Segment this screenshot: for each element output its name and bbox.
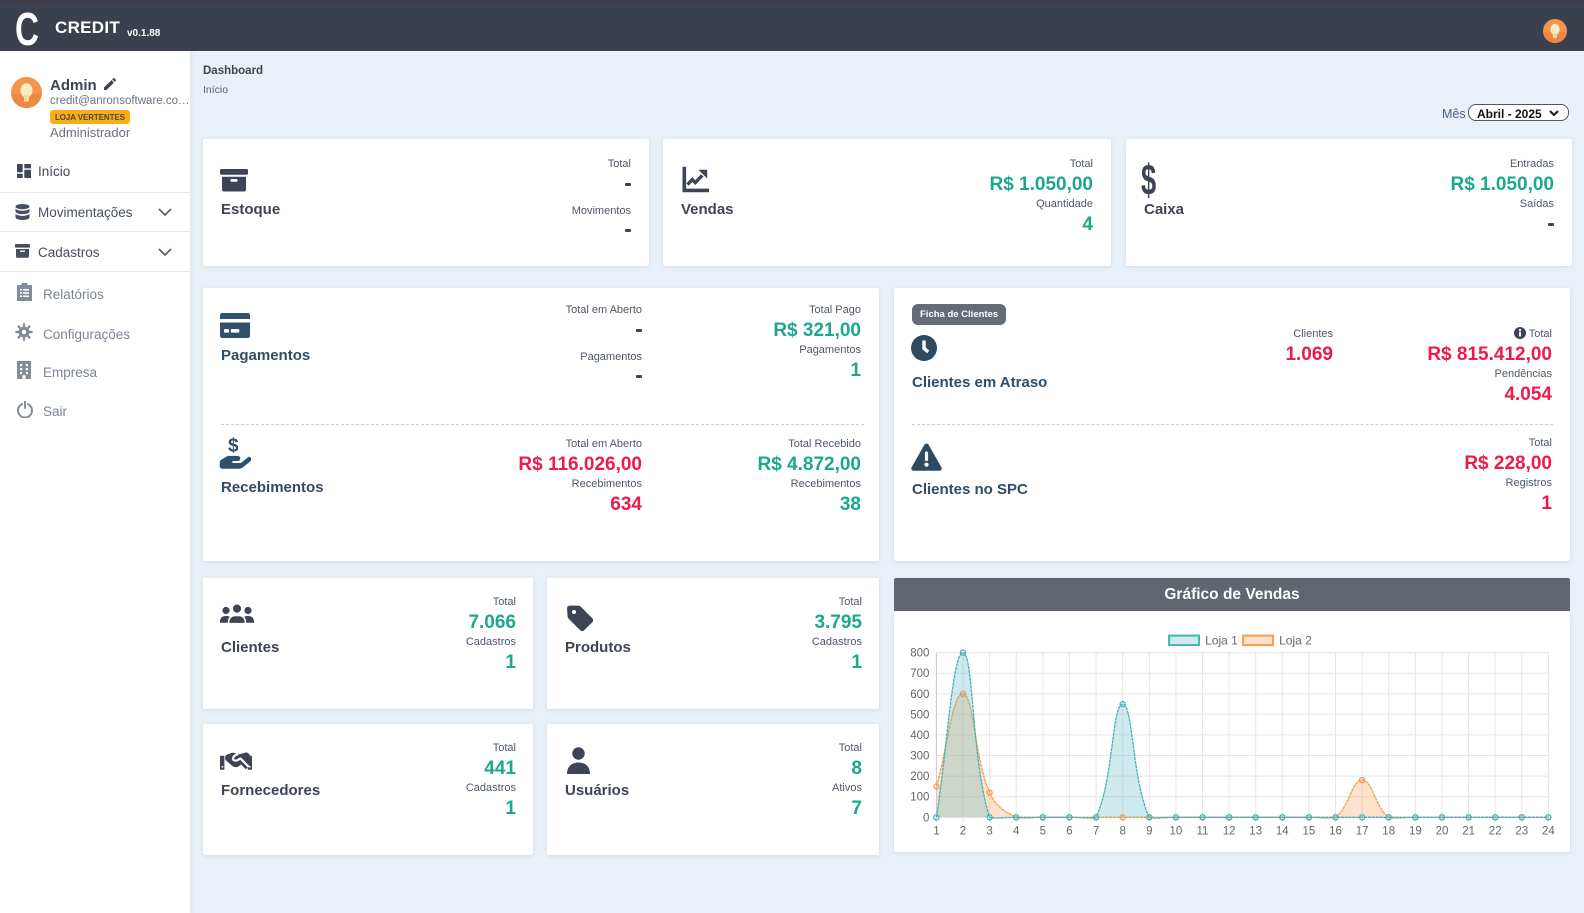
- svg-text:200: 200: [910, 771, 929, 783]
- svg-text:800: 800: [910, 648, 929, 660]
- svg-text:$: $: [228, 436, 239, 457]
- svg-text:9: 9: [1146, 825, 1152, 837]
- svg-text:22: 22: [1489, 825, 1502, 837]
- svg-text:18: 18: [1382, 825, 1395, 837]
- svg-text:21: 21: [1462, 825, 1475, 837]
- svg-text:Loja 2: Loja 2: [1279, 634, 1312, 648]
- svg-text:5: 5: [1040, 825, 1046, 837]
- svg-text:15: 15: [1303, 825, 1316, 837]
- svg-text:600: 600: [910, 689, 929, 701]
- svg-text:16: 16: [1329, 825, 1342, 837]
- svg-text:17: 17: [1356, 825, 1369, 837]
- svg-text:11: 11: [1197, 825, 1209, 837]
- svg-text:400: 400: [910, 730, 929, 742]
- svg-text:3: 3: [986, 825, 992, 837]
- svg-text:14: 14: [1276, 825, 1289, 837]
- svg-text:0: 0: [923, 812, 929, 824]
- svg-text:12: 12: [1223, 825, 1236, 837]
- svg-text:Loja 1: Loja 1: [1205, 634, 1238, 648]
- svg-text:7: 7: [1093, 825, 1099, 837]
- svg-text:100: 100: [910, 792, 929, 804]
- svg-text:13: 13: [1249, 825, 1262, 837]
- svg-text:20: 20: [1436, 825, 1449, 837]
- svg-text:1: 1: [933, 825, 939, 837]
- svg-text:700: 700: [910, 668, 929, 680]
- svg-text:500: 500: [910, 709, 929, 721]
- svg-text:8: 8: [1119, 825, 1125, 837]
- svg-text:23: 23: [1515, 825, 1528, 837]
- svg-text:6: 6: [1066, 825, 1072, 837]
- svg-text:4: 4: [1013, 825, 1020, 837]
- svg-text:300: 300: [910, 751, 929, 763]
- svg-text:10: 10: [1170, 825, 1183, 837]
- svg-text:24: 24: [1542, 825, 1555, 837]
- svg-text:2: 2: [960, 825, 966, 837]
- svg-text:19: 19: [1409, 825, 1422, 837]
